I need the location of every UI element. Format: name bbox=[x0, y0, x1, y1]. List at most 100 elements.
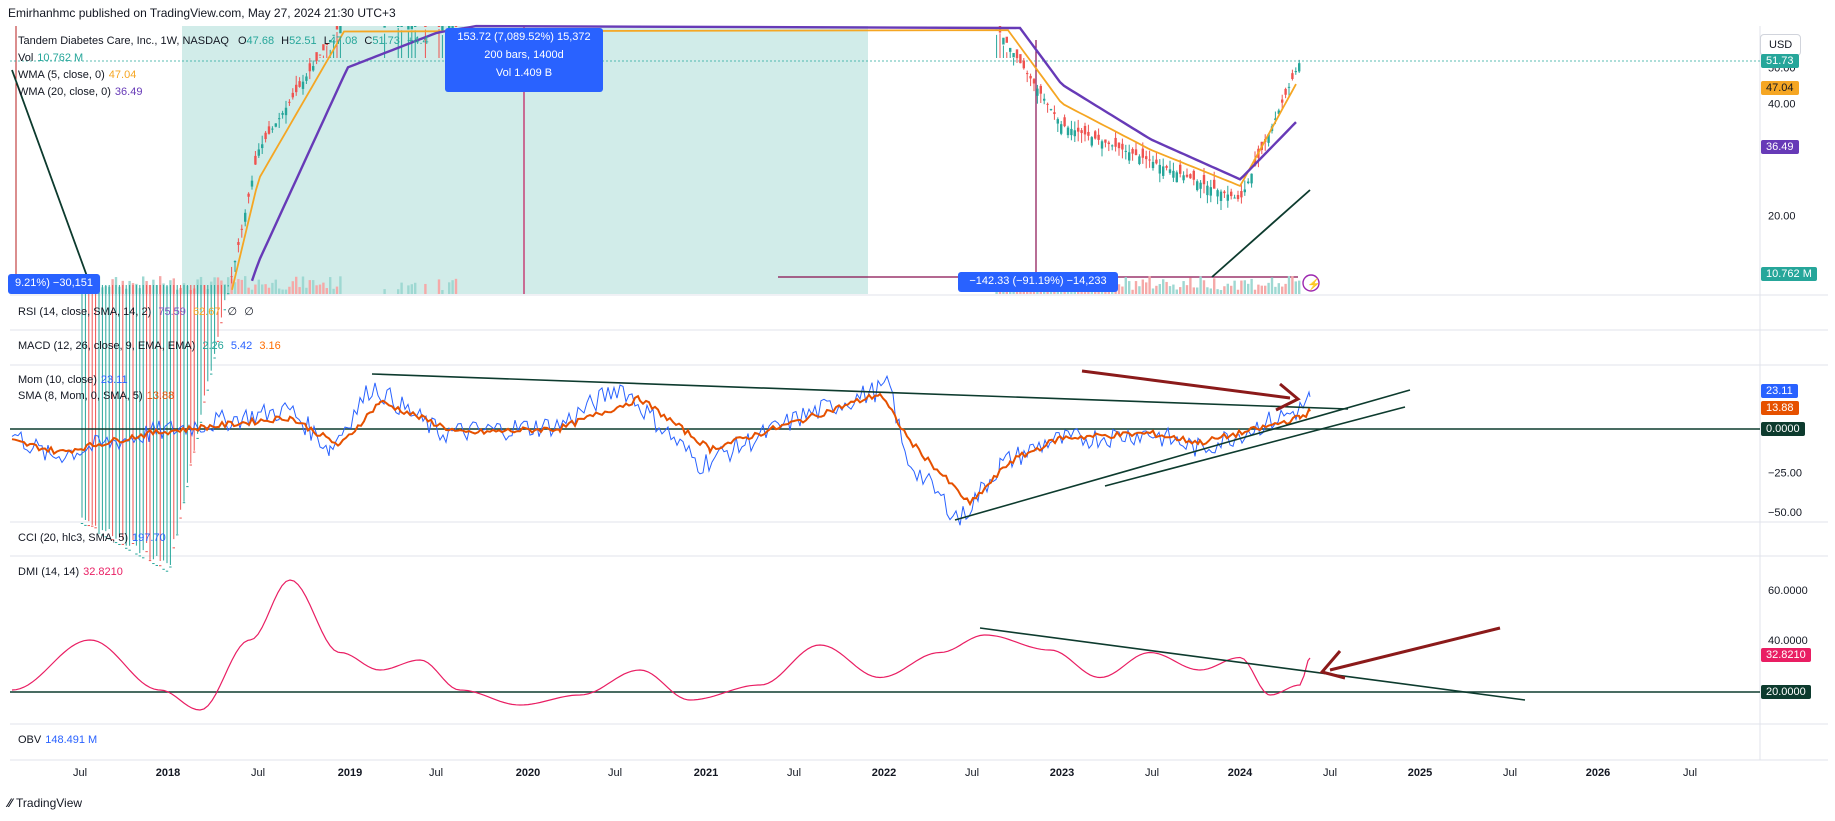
obv-legend[interactable]: OBV 148.491 M bbox=[18, 734, 97, 746]
candle-body bbox=[101, 534, 104, 536]
candle-body bbox=[203, 401, 206, 403]
candle-body bbox=[1083, 125, 1087, 135]
candle-body bbox=[400, 26, 403, 27]
candle-body bbox=[1128, 152, 1131, 161]
volume-bar bbox=[257, 279, 260, 294]
candle-body bbox=[1199, 182, 1202, 189]
volume-bar bbox=[1274, 286, 1277, 294]
macd-value: 5.42 bbox=[230, 340, 253, 352]
candle-body bbox=[332, 34, 335, 36]
time-axis-tick: Jul bbox=[1323, 767, 1337, 779]
volume-bar bbox=[441, 289, 444, 294]
wma20-legend[interactable]: WMA (20, close, 0) 36.49 bbox=[18, 86, 142, 98]
candle-body bbox=[152, 563, 155, 565]
candle-body bbox=[315, 52, 318, 61]
candle-body bbox=[274, 123, 277, 127]
candle-body bbox=[1213, 179, 1216, 189]
dmi-axis-tick: 60.0000 bbox=[1768, 585, 1808, 597]
candle-body bbox=[264, 132, 267, 140]
volume-bar bbox=[1294, 281, 1297, 294]
open-label: O bbox=[237, 35, 247, 47]
vol-legend[interactable]: Vol 10.762 M bbox=[18, 52, 83, 64]
candle-body bbox=[322, 44, 325, 51]
candle-body bbox=[247, 193, 250, 197]
candle-body bbox=[1172, 170, 1175, 178]
candle-body bbox=[250, 180, 254, 187]
volume-bar bbox=[244, 276, 247, 294]
rsi-legend[interactable]: RSI (14, close, SMA, 14, 2) 75.59 62.67 … bbox=[18, 305, 254, 318]
price-axis-tick: 40.00 bbox=[1768, 98, 1796, 110]
candle-body bbox=[97, 532, 101, 534]
macd-legend[interactable]: MACD (12, 26, close, 9, EMA, EMA) 2.26 5… bbox=[18, 340, 281, 352]
candle-body bbox=[1015, 49, 1019, 59]
candle-body bbox=[210, 373, 213, 375]
volume-bar bbox=[1128, 281, 1131, 294]
volume-bar bbox=[1216, 289, 1219, 294]
candle-body bbox=[159, 565, 162, 567]
candle-body bbox=[1134, 149, 1138, 156]
volume-bar bbox=[233, 282, 237, 294]
candle-body bbox=[1247, 181, 1250, 184]
volume-bar bbox=[1175, 289, 1178, 294]
dmi-price-tag: 32.8210 bbox=[1761, 648, 1811, 662]
volume-bar bbox=[261, 284, 264, 294]
candle-body bbox=[1274, 118, 1277, 121]
candle-body bbox=[1087, 131, 1090, 136]
rsi-value: 75.59 bbox=[158, 306, 186, 318]
time-axis-tick: Jul bbox=[251, 767, 265, 779]
candle-body bbox=[1158, 164, 1161, 174]
dmi-legend[interactable]: DMI (14, 14) 32.8210 bbox=[18, 566, 123, 578]
footer-brand[interactable]: ⁄⁄ TradingView bbox=[8, 796, 82, 810]
volume-bar bbox=[1182, 281, 1185, 294]
mom-legend[interactable]: Mom (10, close) 23.11 bbox=[18, 374, 128, 386]
candle-body bbox=[407, 26, 410, 30]
candle-body bbox=[1209, 187, 1212, 196]
volume-bar bbox=[1287, 276, 1291, 294]
candle-body bbox=[165, 570, 169, 572]
candle-body bbox=[1036, 88, 1039, 96]
candle-body bbox=[441, 26, 444, 33]
volume-bar bbox=[1168, 286, 1172, 294]
candle-body bbox=[271, 128, 274, 130]
candle-body bbox=[233, 261, 237, 263]
mom-zero-tag: 0.0000 bbox=[1761, 422, 1805, 436]
candle-body bbox=[325, 43, 328, 46]
candle-body bbox=[1155, 159, 1158, 164]
time-axis-tick: 2018 bbox=[156, 767, 180, 779]
volume-bar bbox=[271, 282, 274, 294]
candle-body bbox=[1114, 137, 1117, 147]
candle-body bbox=[1145, 156, 1148, 160]
vol-value: 10.762 M bbox=[37, 52, 84, 64]
volume-bar bbox=[250, 289, 254, 294]
currency-button[interactable]: USD bbox=[1760, 34, 1802, 56]
measure-tooltip-left: 9.21%) −30,151 bbox=[8, 274, 100, 294]
mom-sma-legend[interactable]: SMA (8, Mom, 0, SMA, 5) 13.88 bbox=[18, 390, 174, 402]
volume-bar bbox=[1219, 289, 1223, 294]
volume-bar bbox=[1158, 284, 1161, 294]
volume-bar bbox=[454, 278, 458, 294]
volume-bar bbox=[407, 285, 410, 294]
price-axis-tick: 20.00 bbox=[1768, 210, 1796, 222]
cci-legend[interactable]: CCI (20, hlc3, SMA, 5) 197.70 bbox=[18, 532, 166, 544]
measure-tooltip-top: 153.72 (7,089.52%) 15,372 200 bars, 1400… bbox=[445, 28, 603, 92]
open-value: 47.68 bbox=[246, 35, 275, 47]
alert-icon[interactable] bbox=[1302, 274, 1320, 292]
candle-body bbox=[1111, 145, 1114, 147]
volume-bar bbox=[288, 286, 291, 294]
volume-bar bbox=[291, 281, 294, 294]
time-axis-tick: 2020 bbox=[516, 767, 540, 779]
candle-body bbox=[1009, 47, 1012, 52]
candle-body bbox=[1026, 73, 1029, 75]
symbol-legend[interactable]: Tandem Diabetes Care, Inc., 1W, NASDAQ O… bbox=[18, 35, 429, 47]
candle-body bbox=[84, 524, 87, 526]
wma5-legend[interactable]: WMA (5, close, 0) 47.04 bbox=[18, 69, 136, 81]
volume-bar bbox=[274, 279, 277, 294]
mom-arrow-shaft bbox=[1081, 369, 1291, 400]
volume-bar bbox=[325, 288, 328, 294]
mom-arrow-head bbox=[1275, 382, 1301, 412]
time-axis-tick: Jul bbox=[73, 767, 87, 779]
volume-bar bbox=[1172, 284, 1175, 294]
time-axis: Jul 2018 Jul 2019 Jul 2020 Jul 2021 Jul 2022 Jul 20… bbox=[73, 767, 1697, 779]
candle-body bbox=[1287, 86, 1291, 88]
